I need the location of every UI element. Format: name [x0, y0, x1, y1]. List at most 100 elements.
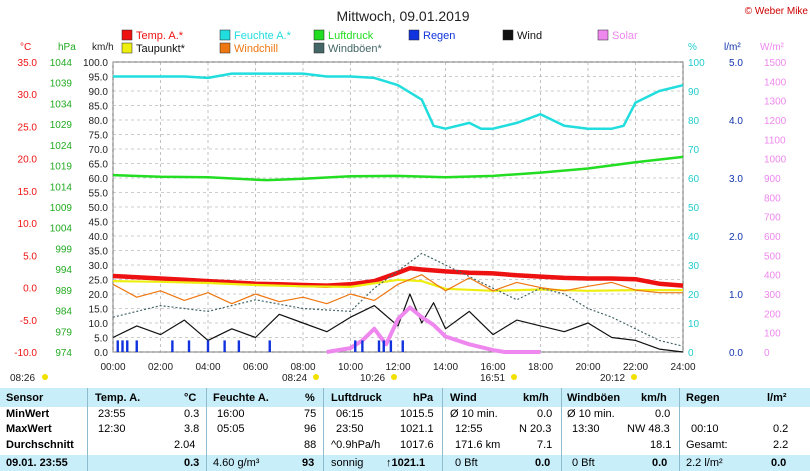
- series-line: [326, 305, 541, 354]
- press-tick: 979: [55, 327, 72, 338]
- axes: 35.0 30.0 25.0 20.0 15.0 10.0 5.0 0.0 -5.0 -10.0 1…: [14, 42, 786, 373]
- press-unit: hPa: [413, 392, 434, 404]
- solar-tick: 100: [764, 329, 781, 340]
- wind-tick: 45.0: [89, 218, 109, 229]
- press-tick: 1029: [50, 120, 73, 131]
- wind-tick: 0.0: [94, 348, 108, 359]
- rain-total-label: Gesamt:: [686, 439, 728, 451]
- legend-swatch: [219, 42, 231, 54]
- legend-swatch: [408, 29, 420, 41]
- x-tick: 20:00: [575, 362, 600, 373]
- gust-avg10-label: Ø 10 min.: [567, 408, 615, 420]
- series-line: [112, 265, 684, 288]
- temp-tick: 0.0: [23, 284, 37, 295]
- hum-max-time: 05:05: [217, 423, 245, 435]
- legend: Temp. A.* Feuchte A.* Luftdruck Regen Wind So…: [121, 29, 638, 55]
- legend-swatch: [313, 42, 325, 54]
- summary-table: Sensor MinWert MaxWert Durchschnitt 09.0…: [0, 388, 810, 471]
- press-tick: 984: [55, 307, 72, 318]
- rain-bar: [268, 340, 271, 352]
- wind-tick: 25.0: [89, 276, 109, 287]
- temp-tick: 5.0: [23, 251, 37, 262]
- x-tick: 08:00: [290, 362, 315, 373]
- temp-tick: 25.0: [18, 122, 38, 133]
- axis-unit-solar: W/m²: [760, 42, 785, 53]
- temp-tick: -5.0: [20, 316, 38, 327]
- x-tick: 14:00: [433, 362, 458, 373]
- row-label-min: MinWert: [6, 408, 50, 420]
- series-layer: [112, 72, 684, 354]
- solar-tick: 1300: [764, 97, 787, 108]
- rain-rate: 2.2 l/m²: [686, 457, 723, 469]
- legend-swatch: [219, 29, 231, 41]
- rain-head: Regen: [686, 392, 720, 404]
- wind-avg: 7.1: [537, 439, 553, 451]
- sun-icon: [631, 374, 637, 380]
- row-label-current: 09.01. 23:55: [6, 457, 68, 469]
- wind-tick: 15.0: [89, 305, 109, 316]
- credit-label: © Weber Mike: [745, 6, 809, 17]
- sun-icon: [391, 374, 397, 380]
- col-sep: [561, 388, 562, 471]
- col-sep: [323, 388, 324, 471]
- temp-min: 0.3: [184, 408, 200, 420]
- temp-min-time: 23:55: [98, 408, 126, 420]
- hum-tick: 90: [688, 87, 700, 98]
- legend-swatch: [313, 29, 325, 41]
- solar-tick: 400: [764, 271, 781, 282]
- rain-bar: [187, 340, 191, 352]
- wind-max: N 20.3: [519, 423, 552, 435]
- press-tick: 1019: [50, 162, 73, 173]
- rain-tick: 2.0: [729, 232, 743, 243]
- sun-events: 08:26 08:24 10:26 16:51 20:12: [10, 373, 637, 384]
- hum-current: 93: [302, 457, 315, 469]
- series-line: [112, 252, 684, 347]
- hum-tick: 40: [688, 232, 700, 243]
- series-line: [113, 72, 684, 130]
- solar-tick: 1100: [764, 135, 786, 146]
- wind-tick: 55.0: [89, 189, 109, 200]
- sun-icon: [313, 374, 319, 380]
- hum-tick: 100: [688, 58, 705, 69]
- legend-label: Wind: [517, 30, 542, 42]
- wind-tick: 40.0: [89, 232, 109, 243]
- temp-head: Temp. A.: [95, 392, 141, 404]
- temp-current: 0.3: [184, 457, 200, 469]
- press-tick: 974: [55, 348, 72, 359]
- wind-tick: 30.0: [89, 261, 109, 272]
- wind-tick: 65.0: [89, 160, 109, 171]
- wind-tick: 60.0: [89, 174, 109, 185]
- press-max: 1021.1: [400, 423, 434, 435]
- solar-tick: 800: [764, 193, 781, 204]
- legend-label: Luftdruck: [328, 30, 374, 42]
- hum-min-time: 16:00: [217, 408, 245, 420]
- axis-unit-wind: km/h: [92, 42, 114, 53]
- wind-tick: 5.0: [94, 334, 108, 345]
- temp-tick: 20.0: [18, 155, 38, 166]
- press-tick: 994: [55, 265, 72, 276]
- hum-min: 75: [304, 408, 317, 420]
- gust-avg: 18.1: [650, 439, 672, 451]
- series-line: [112, 293, 684, 353]
- rain-bar: [121, 340, 124, 352]
- legend-swatch: [597, 29, 609, 41]
- gust-max-time: 13:30: [572, 423, 600, 435]
- sun-event-label: 10:26: [360, 373, 385, 384]
- rain-current: 0.0: [771, 457, 787, 469]
- press-min-time: 06:15: [336, 408, 364, 420]
- temp-tick: -10.0: [14, 348, 37, 359]
- rain-tick: 3.0: [729, 174, 743, 185]
- x-tick: 18:00: [528, 362, 553, 373]
- legend-label: Solar: [612, 30, 638, 42]
- col-sep: [206, 388, 207, 471]
- solar-tick: 1200: [764, 116, 787, 127]
- solar-tick: 1500: [764, 58, 787, 69]
- legend-swatch: [121, 42, 133, 54]
- legend-label: Windböen*: [328, 43, 383, 55]
- wind-tick: 90.0: [89, 87, 109, 98]
- rain-tick: 1.0: [729, 290, 743, 301]
- press-tick: 1014: [50, 182, 73, 193]
- series-line: [112, 278, 683, 292]
- wind-tick: 20.0: [89, 290, 109, 301]
- col-sep: [679, 388, 680, 471]
